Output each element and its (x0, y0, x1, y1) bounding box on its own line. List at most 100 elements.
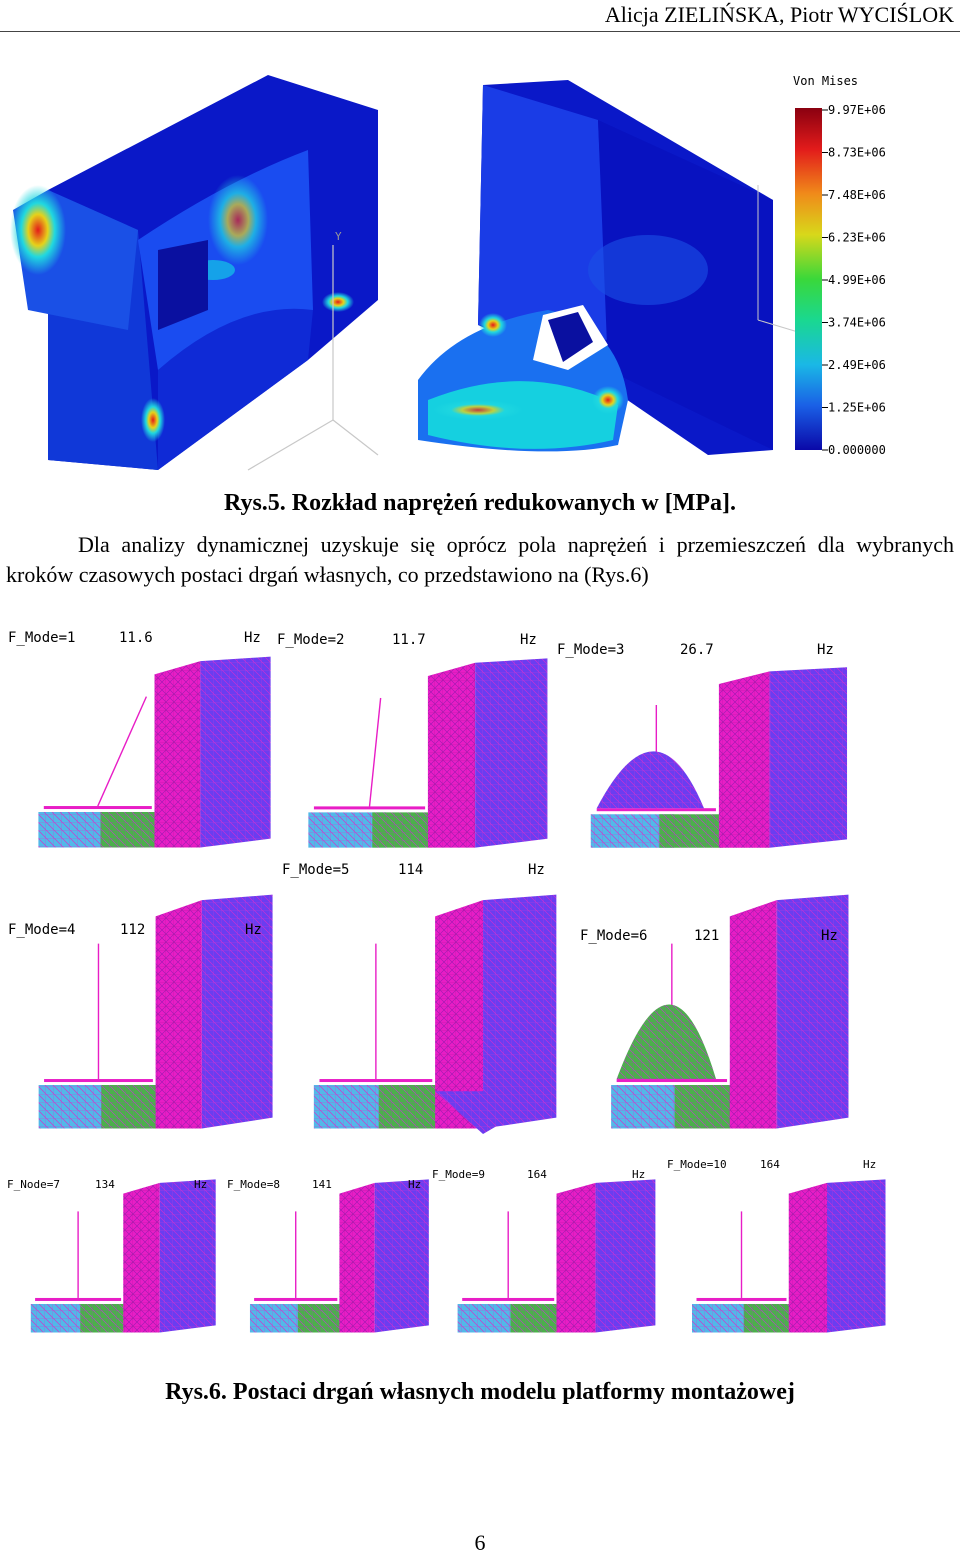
mode-shape-model (457, 1179, 656, 1333)
mesh-wall-front (155, 900, 202, 1129)
mesh-base-left (249, 1303, 309, 1333)
mode-dome (616, 1004, 716, 1080)
mesh-base-right (743, 1303, 793, 1333)
mode-mast (97, 696, 148, 807)
mode-shape-model (30, 1179, 216, 1333)
mesh-wall-side (827, 1179, 886, 1333)
mode-unit: Hz (632, 1168, 646, 1181)
mode-panel: F_Mode=3 26.7 Hz (555, 642, 853, 852)
mesh-wall-side (769, 667, 848, 848)
mode-frequency: 141 (312, 1178, 332, 1191)
legend-tick-label: 4.99E+06 (828, 273, 886, 287)
mode-name: F_Mode=9 (432, 1168, 485, 1181)
mode-panel: F_Mode=2 11.7 Hz (275, 632, 553, 852)
legend-tick-label: 2.49E+06 (828, 358, 886, 372)
mesh-wall-side (374, 1179, 429, 1333)
stress-model-right (418, 80, 773, 455)
mode-frequency: 134 (95, 1178, 115, 1191)
mesh-base-right (510, 1303, 561, 1333)
mesh-wall-side (200, 656, 271, 848)
legend-tick-label: 3.74E+06 (828, 316, 886, 330)
mode-name: F_Mode=8 (227, 1178, 280, 1191)
header-authors: Alicja ZIELIŃSKA, Piotr WYCIŚLOK (604, 2, 954, 27)
legend-tick-label: 7.48E+06 (828, 188, 886, 202)
mode-unit: Hz (528, 862, 545, 878)
mode-unit: Hz (194, 1178, 208, 1191)
mesh-wall-front (154, 661, 201, 848)
mesh-base-left (692, 1303, 755, 1333)
mesh-base-right (372, 812, 432, 848)
mode-panel: F_Mode=1 11.6 Hz (6, 630, 276, 852)
axis-label-y: Y (335, 230, 342, 243)
mesh-base-right (378, 1085, 440, 1129)
mode-shape-model (590, 667, 848, 848)
mode-name: F_Mode=3 (557, 642, 625, 658)
mode-shape-model (308, 658, 548, 848)
legend-title: Von Mises (793, 74, 858, 88)
mode-plate (254, 1297, 338, 1301)
mode-unit: Hz (821, 928, 838, 944)
stress-model-left (10, 75, 378, 470)
mode-plate (44, 1079, 153, 1083)
page-number: 6 (474, 1530, 486, 1555)
body-paragraph: Dla analizy dynamicznej uzyskuje się opr… (6, 530, 954, 590)
mesh-wall-side (475, 658, 548, 848)
mesh-wall-front (435, 900, 484, 1129)
mode-plate (616, 1079, 728, 1083)
legend-tick-label: 0.000000 (828, 443, 886, 457)
mode-name: F_Mode=4 (8, 922, 76, 938)
mesh-wall-front (788, 1182, 827, 1333)
mode-panel: F_Mode=6 121 Hz (578, 862, 854, 1134)
mode-name: F_Mode=2 (277, 632, 345, 648)
mode-plate (43, 806, 152, 810)
mode-unit: Hz (863, 1158, 877, 1171)
mode-unit: Hz (245, 922, 262, 938)
mesh-wall-side (595, 1179, 656, 1333)
mode-frequency: 114 (398, 862, 424, 878)
mode-unit: Hz (408, 1178, 422, 1191)
mode-shape-model (611, 894, 849, 1129)
mode-plate (313, 806, 426, 810)
mode-plate (35, 1297, 122, 1301)
mesh-wall-front (123, 1182, 160, 1333)
mode-frequency: 11.7 (392, 632, 426, 648)
mode-unit: Hz (520, 632, 537, 648)
mode-frequency: 11.6 (119, 630, 153, 646)
axis-triad (247, 245, 379, 471)
mesh-base-right (674, 1085, 734, 1129)
mode-name: F_Mode=6 (580, 928, 648, 944)
mesh-wall-side (159, 1179, 216, 1333)
mode-dome (596, 751, 704, 809)
mode-name: F_Mode=10 (667, 1158, 727, 1171)
mode-frequency: 121 (694, 928, 720, 944)
legend-tick-label: 9.97E+06 (828, 103, 886, 117)
mode-unit: Hz (817, 642, 834, 658)
mesh-base-right (80, 1303, 128, 1333)
mode-panel: F_Mode=8 141 Hz (225, 1158, 433, 1336)
von-mises-legend: Von Mises 9.97E+06 8.73E+06 7.48E+06 6.23E+… (793, 74, 886, 457)
mode-shape-model (38, 894, 273, 1129)
mesh-wall-side (776, 894, 849, 1129)
mesh-wall-front (718, 671, 770, 848)
mode-name: F_Mode=5 (282, 862, 350, 878)
figure-von-mises: Y Von Mises 9.97E+06 8.73E+06 7.48E+06 6.23… (8, 70, 948, 480)
mesh-base-right (100, 812, 159, 848)
mode-panel: F_Mode=10 164 Hz (665, 1158, 890, 1336)
mesh-base-left (611, 1085, 689, 1129)
mode-shape-model (249, 1179, 429, 1333)
mesh-base-left (38, 1085, 115, 1129)
mesh-base-left (457, 1303, 522, 1333)
mesh-wall-side (483, 894, 557, 1129)
legend-tick-label: 6.23E+06 (828, 231, 886, 245)
paragraph-text: Dla analizy dynamicznej uzyskuje się opr… (6, 532, 954, 587)
mode-frequency: 26.7 (680, 642, 714, 658)
mesh-base-left (313, 1085, 393, 1129)
page-header: Alicja ZIELIŃSKA, Piotr WYCIŚLOK (0, 0, 960, 32)
mode-name: F_Node=7 (7, 1178, 60, 1191)
mesh-base-left (38, 812, 114, 848)
mesh-base-left (590, 814, 675, 848)
mesh-base-right (101, 1085, 160, 1129)
mode-panel: F_Mode=9 164 Hz (430, 1158, 660, 1336)
mesh-wall-front (556, 1182, 596, 1333)
mode-frequency: 164 (527, 1168, 547, 1181)
